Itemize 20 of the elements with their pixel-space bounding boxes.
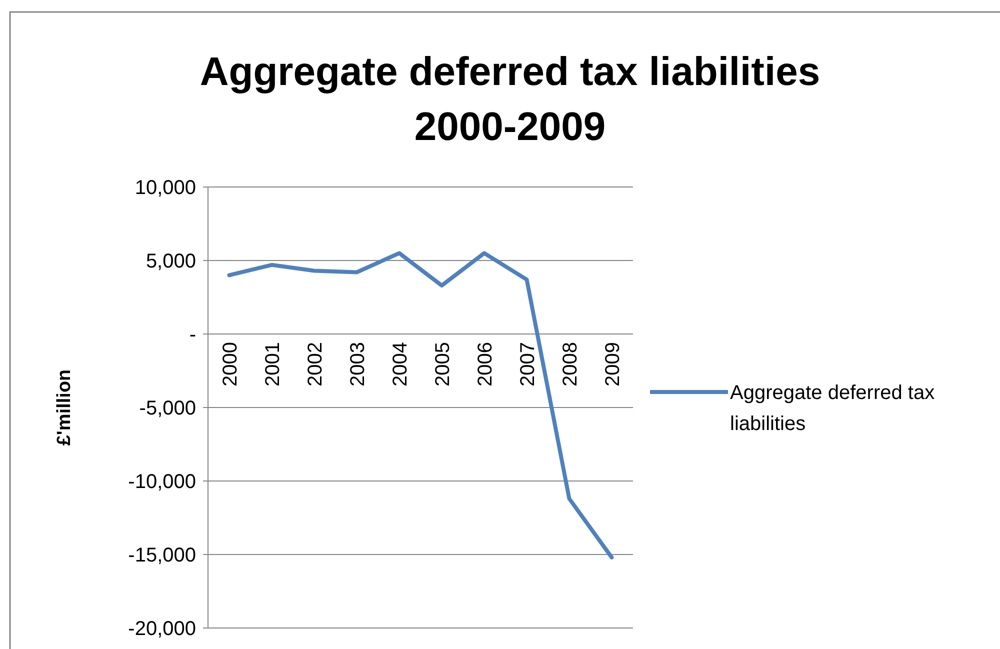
x-tick-label: 2001 [262,342,284,386]
x-tick-label: 2006 [474,342,496,386]
x-tick-label: 2004 [389,342,412,386]
x-tick-label: 2000 [219,342,242,386]
y-tick-label: -20,000 [128,618,196,640]
x-tick-label: 2005 [432,342,454,386]
y-tick-label: 10,000 [134,177,196,199]
y-tick-label: - [189,324,196,346]
y-tick-label: -15,000 [128,544,196,566]
x-tick-label: 2003 [346,342,369,386]
x-tick-label: 2002 [304,342,326,386]
x-tick-label: 2009 [602,342,624,386]
legend-label: Aggregate deferred tax liabilities [730,382,935,435]
y-tick-label: -10,000 [128,471,196,493]
y-axis-title: £'million [54,369,75,446]
x-tick-label: 2008 [559,342,582,386]
y-tick-label: -5,000 [139,398,196,420]
y-tick-label: 5,000 [146,250,196,272]
chart-title: Aggregate deferred tax liabilities 2000-2009 [200,50,820,149]
x-tick-label: 2007 [516,342,539,386]
